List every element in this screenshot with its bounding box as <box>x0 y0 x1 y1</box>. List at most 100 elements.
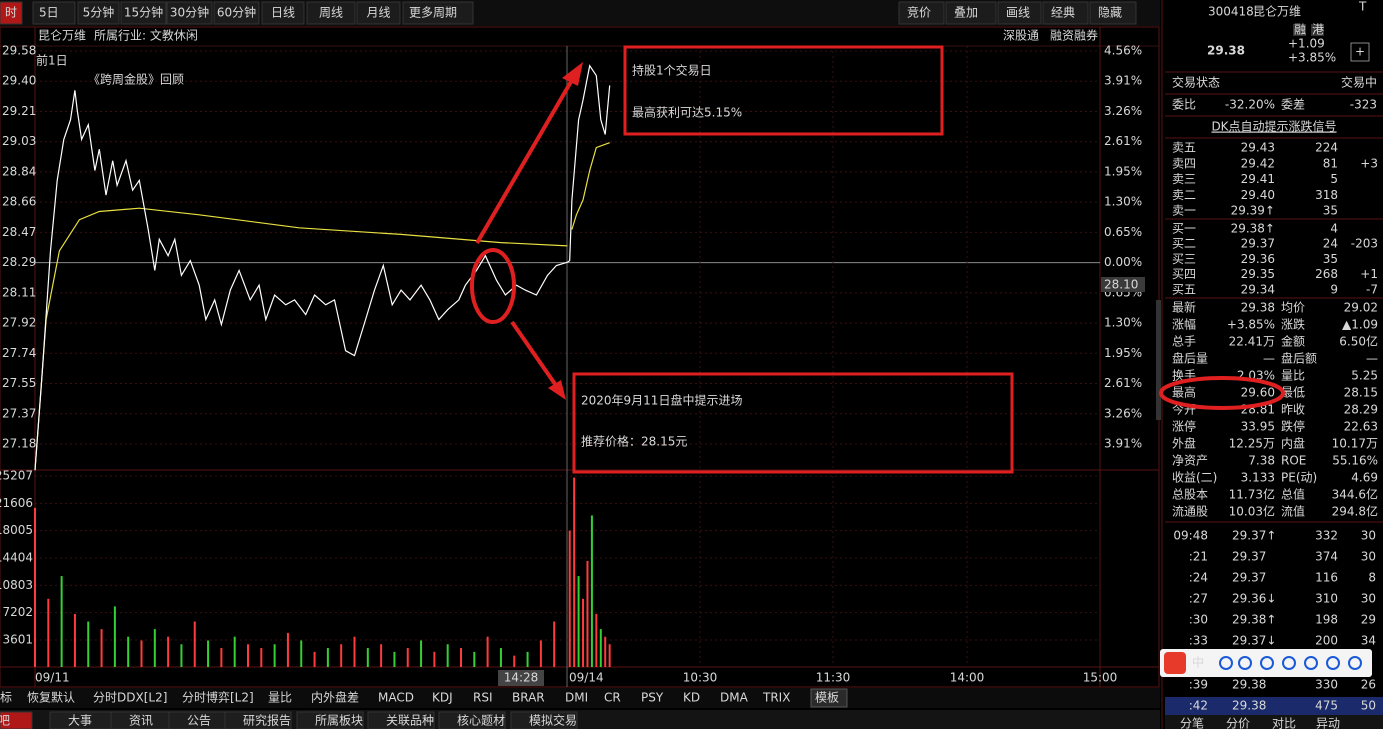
volume-bar <box>577 576 580 667</box>
toolbar-button[interactable] <box>945 1 997 25</box>
indicator-tab[interactable]: KDJ <box>432 691 453 705</box>
ime-icon <box>1326 656 1340 670</box>
side-tab[interactable]: 对比 <box>1272 717 1296 729</box>
bottom-tab-label[interactable]: 关联品种 <box>386 714 434 728</box>
toolbar-button-label[interactable]: 60分钟 <box>217 5 256 20</box>
tick-count: 30 <box>1361 592 1376 606</box>
bottom-tab[interactable] <box>367 711 435 729</box>
indicator-tab[interactable]: 标 <box>0 691 12 705</box>
bottom-tab-label[interactable]: 模拟交易 <box>529 713 577 728</box>
toolbar-button-label[interactable]: 画线 <box>1006 6 1030 20</box>
toolbar-button-label[interactable]: 周线 <box>319 6 343 20</box>
bottom-tab[interactable] <box>0 711 33 729</box>
side-tab[interactable]: 分价 <box>1226 717 1250 729</box>
bottom-tab-label[interactable]: 核心题材 <box>457 714 505 728</box>
bottom-tab[interactable] <box>296 711 364 729</box>
stat-label: ROE <box>1281 454 1306 468</box>
bottom-tab-label[interactable]: 所属板块 <box>315 714 363 728</box>
bottom-tab-label[interactable]: 公告 <box>187 714 211 728</box>
toolbar-button[interactable] <box>402 1 474 25</box>
volume-bar <box>220 648 223 667</box>
bottom-tab-label[interactable]: 大事 <box>68 714 92 728</box>
indicator-tab[interactable]: MACD <box>378 691 414 705</box>
indicator-tab[interactable]: DMA <box>720 691 749 705</box>
stat-value: 22.41万 <box>1229 335 1275 349</box>
price-tick: 27.18 <box>2 437 36 451</box>
bottom-tab-label[interactable]: 资讯 <box>129 714 153 728</box>
bottom-tab[interactable] <box>224 711 292 729</box>
indicator-tab[interactable]: BRAR <box>512 691 545 705</box>
indicator-tab[interactable]: 量比 <box>268 691 292 705</box>
stat-label: 外盘 <box>1172 436 1196 451</box>
tick-volume: 198 <box>1315 613 1338 627</box>
indicator-tab[interactable]: RSI <box>473 691 493 705</box>
stat-value: — <box>1263 352 1275 366</box>
stat-value: 344.6亿 <box>1332 487 1378 502</box>
indicator-tab[interactable]: TRIX <box>762 691 790 705</box>
stat-value: 33.95 <box>1241 420 1275 434</box>
volume-bar <box>590 515 593 667</box>
bottom-tab-label[interactable]: 股吧 <box>0 714 10 728</box>
toolbar-button[interactable] <box>120 1 167 25</box>
toolbar-button-label[interactable]: 5日 <box>39 6 59 20</box>
add-label[interactable]: + <box>1355 45 1365 59</box>
indicator-tab[interactable]: DMI <box>565 691 588 705</box>
toolbar-button[interactable] <box>77 1 120 25</box>
toolbar-button-label[interactable]: 经典 <box>1051 6 1075 20</box>
toolbar-button-label[interactable]: 月线 <box>366 6 390 20</box>
volume-tick: 10803 <box>0 578 33 592</box>
indicator-tab[interactable]: 恢复默认 <box>27 690 75 705</box>
toolbar-button[interactable] <box>306 1 356 25</box>
bottom-tab[interactable] <box>510 711 578 729</box>
indicator-tab[interactable]: 内外盘差 <box>311 690 359 705</box>
toolbar-button[interactable] <box>898 1 945 25</box>
volume-bar <box>73 613 76 667</box>
toolbar-button-label[interactable]: 15分钟 <box>124 5 163 20</box>
toolbar-button[interactable] <box>356 1 401 25</box>
row-volume: 24 <box>1323 237 1338 251</box>
ime-bar[interactable] <box>1160 649 1372 677</box>
volume-bar <box>286 632 289 667</box>
toolbar-button-label[interactable]: 30分钟 <box>170 5 209 20</box>
toolbar-button[interactable] <box>32 1 76 25</box>
toolbar-button[interactable] <box>997 1 1042 25</box>
toolbar-button-label[interactable]: 5分钟 <box>83 5 115 20</box>
volume-bar <box>586 560 589 667</box>
toolbar-button-label[interactable]: 更多周期 <box>409 6 457 20</box>
toolbar-button[interactable] <box>1089 1 1137 25</box>
side-tab[interactable]: 异动 <box>1316 717 1340 729</box>
stat-value: 294.8亿 <box>1332 504 1378 519</box>
stat-label: 涨停 <box>1172 419 1196 434</box>
side-tab[interactable]: 分笔 <box>1180 716 1204 729</box>
stat-value: 10.17万 <box>1332 437 1378 451</box>
bottom-tab-label[interactable]: 研究报告 <box>243 713 291 728</box>
add-button[interactable] <box>1350 42 1370 62</box>
toolbar-button-label[interactable]: 竞价 <box>907 6 931 20</box>
tick-volume: 332 <box>1315 529 1338 543</box>
indicator-tab[interactable]: CR <box>604 691 621 705</box>
toolbar-button-label[interactable]: 叠加 <box>954 6 978 20</box>
toolbar-button[interactable] <box>1042 1 1089 25</box>
volume-tick: 18005 <box>0 523 33 537</box>
toolbar-button-label[interactable]: 日线 <box>271 6 295 20</box>
signal-link[interactable]: DK点自动提示涨跌信号 <box>1211 119 1336 134</box>
indicator-tab[interactable]: 模板 <box>815 691 839 705</box>
toolbar-button-label[interactable]: 隐藏 <box>1098 6 1122 20</box>
bottom-tab[interactable] <box>438 711 506 729</box>
volume-bar <box>87 621 90 667</box>
volume-bar <box>460 648 462 667</box>
indicator-tab[interactable]: 分时博弈[L2] <box>182 690 254 705</box>
indicator-tab[interactable]: PSY <box>641 691 664 705</box>
toolbar-button[interactable] <box>0 1 23 25</box>
toolbar-button[interactable] <box>166 1 213 25</box>
annotation-text: 最高获利可达5.15% <box>632 105 742 120</box>
indicator-tab[interactable]: 分时DDX[L2] <box>93 691 167 705</box>
pct-tick: 3.91% <box>1104 437 1142 451</box>
tab-box[interactable] <box>810 688 848 708</box>
volume-bar <box>446 644 449 667</box>
toolbar-button[interactable] <box>261 1 305 25</box>
arrow-head <box>562 62 583 86</box>
indicator-tab[interactable]: KD <box>683 691 700 705</box>
toolbar-button[interactable] <box>213 1 260 25</box>
toolbar-button-label[interactable]: 时 <box>5 6 17 20</box>
